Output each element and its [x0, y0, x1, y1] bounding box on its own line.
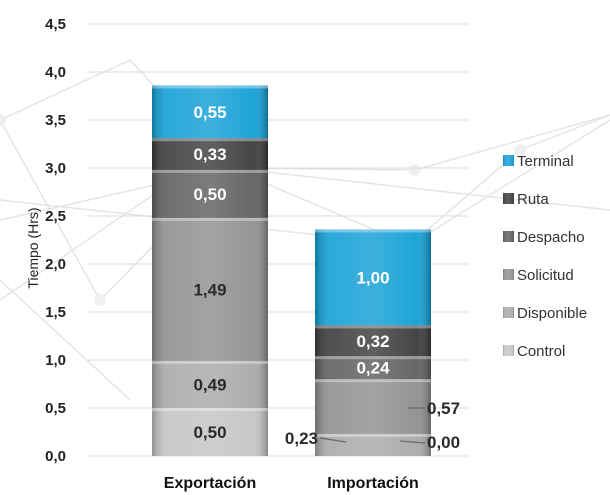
bars: [152, 85, 431, 456]
legend-label: Despacho: [517, 229, 585, 246]
bar-top-highlight: [152, 217, 268, 221]
data-label: 0,33: [193, 145, 226, 164]
legend-swatch-shading: [503, 231, 514, 242]
decor-line: [0, 119, 101, 301]
data-label: 0,57: [427, 399, 460, 418]
legend-label: Terminal: [517, 153, 574, 170]
bar-shading: [315, 229, 431, 326]
legend-swatch-shading: [503, 345, 514, 356]
x-category-label: Importación: [327, 475, 419, 492]
bar-top-highlight: [152, 85, 268, 89]
decor-line: [409, 119, 610, 246]
bar-shading: [152, 169, 268, 218]
x-axis-categories: Exportación Importación: [164, 475, 419, 492]
bar-shading: [152, 138, 268, 170]
data-label: 0,32: [356, 332, 389, 351]
legend-swatch-shading: [503, 269, 514, 280]
y-axis-ticks: 0,0 0,5 1,0 1,5 2,0 2,5 3,0 3,5 4,0 4,5: [45, 16, 66, 465]
y-tick-label: 4,0: [45, 64, 66, 81]
bar-top-highlight: [315, 229, 431, 233]
bar-shading: [315, 433, 431, 456]
bar-top-highlight: [315, 379, 431, 383]
data-label: 0,50: [193, 423, 226, 442]
callout-leader: [399, 440, 426, 444]
decor-line: [409, 149, 521, 246]
data-label: 0,50: [193, 185, 226, 204]
decor-line: [0, 189, 161, 301]
y-tick-label: 1,0: [45, 352, 66, 369]
legend-swatch-shading: [503, 155, 514, 166]
decor-line: [519, 114, 610, 151]
decor-line: [414, 114, 610, 171]
data-label: 0,00: [427, 433, 460, 452]
x-category-label: Exportación: [164, 475, 256, 492]
decor-node: [94, 294, 106, 306]
legend-label: Disponible: [517, 305, 587, 322]
legend-swatch-shading: [503, 193, 514, 204]
y-tick-label: 3,0: [45, 160, 66, 177]
bar-shading: [315, 325, 431, 357]
decor-line: [0, 59, 131, 121]
y-tick-label: 3,5: [45, 112, 66, 129]
bar-top-highlight: [152, 408, 268, 411]
bar-top-highlight: [152, 138, 268, 142]
y-tick-label: 1,5: [45, 304, 66, 321]
y-tick-label: 0,5: [45, 400, 66, 417]
y-axis-title: Tiempo (Hrs): [25, 207, 41, 288]
bar-top-highlight: [315, 356, 431, 360]
legend-label: Control: [517, 343, 565, 360]
data-label: 0,49: [193, 375, 226, 394]
decor-node: [0, 114, 6, 126]
bar-shading: [152, 360, 268, 408]
decor-line: [229, 167, 610, 211]
data-label: 1,00: [356, 268, 389, 287]
legend-label: Solicitud: [517, 267, 574, 284]
data-label: 0,24: [356, 359, 390, 378]
y-tick-label: 2,0: [45, 256, 66, 273]
data-label: 0,23: [285, 429, 318, 448]
bar-top-highlight: [152, 169, 268, 173]
bar-shading: [315, 356, 431, 380]
bar-shading: [152, 408, 268, 456]
decor-node: [409, 164, 421, 176]
legend-swatch-shading: [503, 307, 514, 318]
bar-top-highlight: [315, 433, 431, 437]
decor-line: [0, 279, 131, 401]
bar-shading: [315, 379, 431, 434]
bar-top-highlight: [315, 325, 431, 329]
bar-shading: [152, 85, 268, 139]
y-tick-label: 2,5: [45, 208, 66, 225]
data-labels: 0,50 0,49 1,49 0,50 0,33 0,55 0,24 0,32 1,00 0,23…: [193, 103, 460, 452]
decor-node: [514, 144, 526, 156]
y-tick-label: 0,0: [45, 448, 66, 465]
callout-leader: [319, 437, 347, 443]
data-label: 0,55: [193, 103, 226, 122]
bar-shading: [152, 217, 268, 361]
data-label: 1,49: [193, 280, 226, 299]
legend-label: Ruta: [517, 191, 549, 208]
legend: Terminal Ruta Despacho Solicitud Disponible C…: [503, 153, 587, 360]
bar-top-highlight: [152, 360, 268, 364]
y-tick-label: 4,5: [45, 16, 66, 33]
